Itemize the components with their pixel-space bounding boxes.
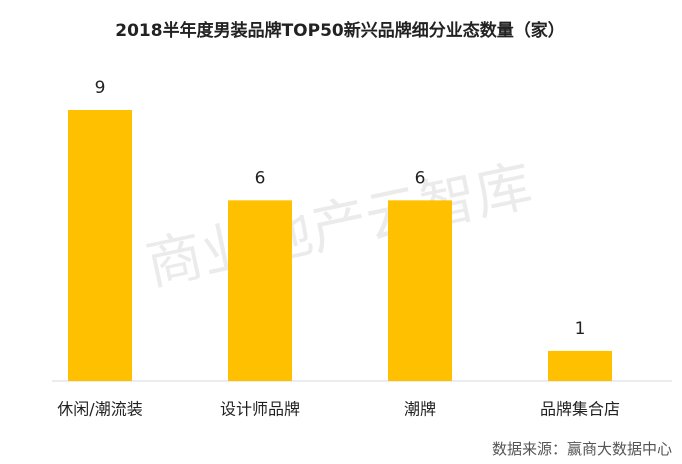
bar xyxy=(388,200,452,381)
bar xyxy=(68,110,132,381)
x-tick-label: 品牌集合店 xyxy=(540,400,620,419)
x-tick-label: 休闲/潮流装 xyxy=(57,400,142,419)
chart-title: 2018半年度男装品牌TOP50新兴品牌细分业态数量（家） xyxy=(115,20,564,41)
bar xyxy=(228,200,292,381)
bar xyxy=(548,350,612,381)
data-label: 6 xyxy=(415,168,426,188)
data-label: 9 xyxy=(95,78,106,98)
x-tick-label: 潮牌 xyxy=(404,400,436,419)
data-label: 1 xyxy=(575,319,586,339)
source-note: 数据来源：赢商大数据中心 xyxy=(492,440,672,458)
x-tick-label: 设计师品牌 xyxy=(220,400,300,419)
data-label: 6 xyxy=(255,168,266,188)
